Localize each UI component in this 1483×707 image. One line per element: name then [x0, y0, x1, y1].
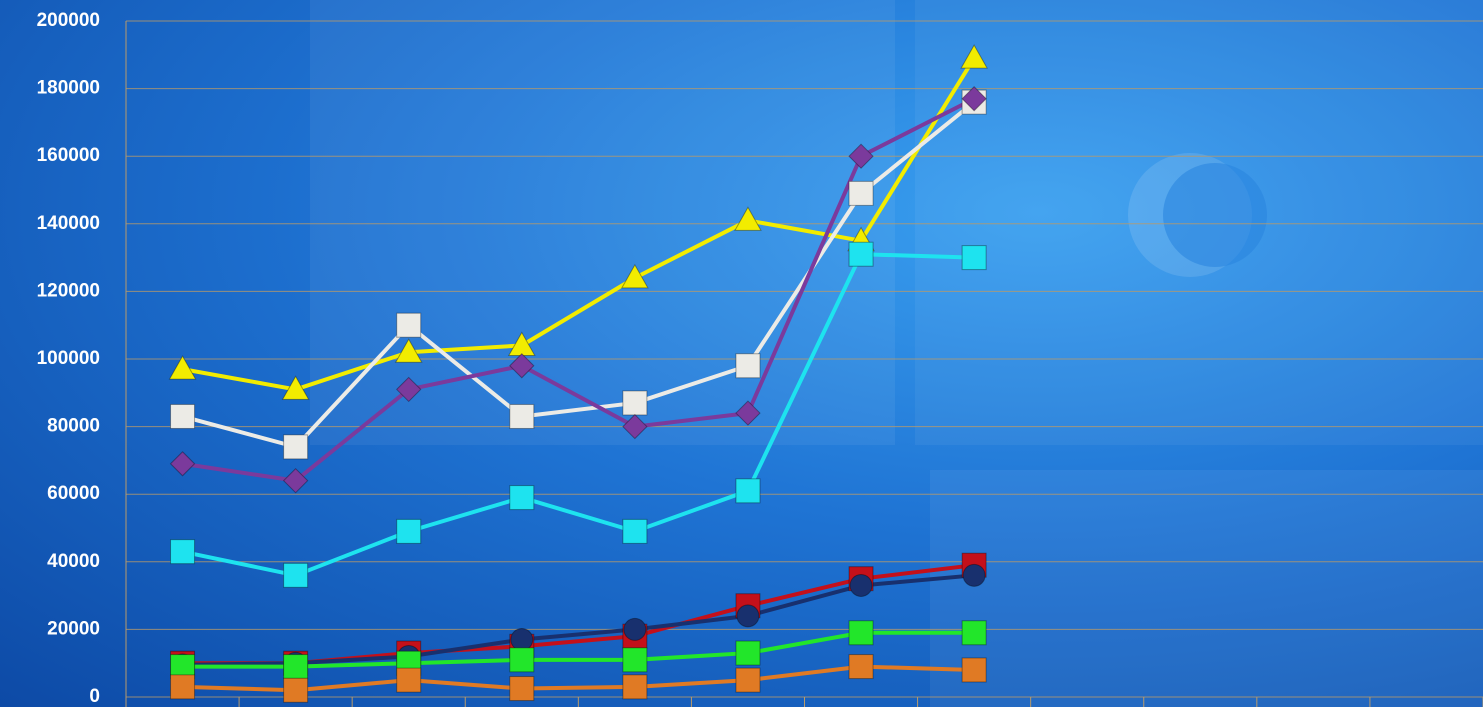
- y-tick-label: 100000: [37, 348, 100, 369]
- y-tick-label: 180000: [37, 78, 100, 99]
- point: [396, 667, 422, 693]
- background-panel: [930, 470, 1483, 707]
- point: [961, 657, 987, 683]
- y-tick-label: 20000: [47, 618, 100, 639]
- background-crescent: [1163, 163, 1267, 267]
- series-line: [182, 100, 976, 449]
- point: [509, 485, 535, 511]
- y-tick-label: 0: [89, 686, 100, 707]
- point: [849, 573, 873, 597]
- point: [848, 620, 874, 646]
- point: [848, 654, 874, 680]
- point: [848, 241, 874, 267]
- point: [282, 467, 309, 494]
- point: [283, 434, 309, 460]
- y-tick-label: 140000: [37, 213, 100, 234]
- point: [735, 400, 761, 426]
- point: [509, 647, 535, 673]
- point: [621, 263, 649, 289]
- background-panel: [310, 0, 895, 445]
- series-line: [182, 664, 975, 693]
- series-line: [182, 252, 975, 578]
- point: [396, 518, 422, 544]
- y-tick-label: 80000: [47, 416, 100, 437]
- point: [962, 563, 986, 587]
- point: [735, 667, 761, 693]
- point: [169, 451, 196, 477]
- y-tick-label: 60000: [47, 483, 100, 504]
- series-line: [182, 57, 976, 392]
- point: [848, 143, 874, 169]
- point: [170, 654, 196, 680]
- point: [736, 604, 760, 628]
- point: [509, 676, 535, 702]
- point: [394, 338, 423, 363]
- series-line: [182, 96, 976, 483]
- point: [509, 403, 535, 429]
- point: [961, 86, 987, 112]
- point: [961, 620, 987, 646]
- point: [622, 647, 648, 673]
- y-tick-label: 160000: [37, 145, 100, 166]
- point: [396, 312, 422, 338]
- point: [283, 677, 309, 703]
- point: [170, 674, 196, 700]
- series-line: [182, 630, 975, 669]
- point: [168, 355, 197, 380]
- point: [283, 562, 309, 588]
- y-tick-label: 40000: [47, 551, 100, 572]
- point: [735, 353, 761, 379]
- point: [735, 640, 761, 666]
- point: [170, 403, 196, 429]
- point: [848, 180, 874, 206]
- y-tick-label: 120000: [37, 280, 100, 301]
- y-tick-label: 200000: [37, 10, 100, 31]
- point: [509, 353, 535, 379]
- point: [510, 628, 534, 652]
- point: [283, 654, 309, 680]
- point: [960, 44, 988, 69]
- point: [961, 245, 987, 271]
- point: [170, 539, 196, 565]
- point: [623, 617, 647, 641]
- point: [734, 206, 762, 231]
- point: [622, 390, 648, 416]
- point: [622, 674, 648, 700]
- point: [622, 518, 648, 544]
- point: [396, 376, 422, 403]
- point: [735, 478, 761, 504]
- point: [622, 413, 648, 440]
- point: [281, 375, 310, 400]
- series-line: [182, 573, 975, 667]
